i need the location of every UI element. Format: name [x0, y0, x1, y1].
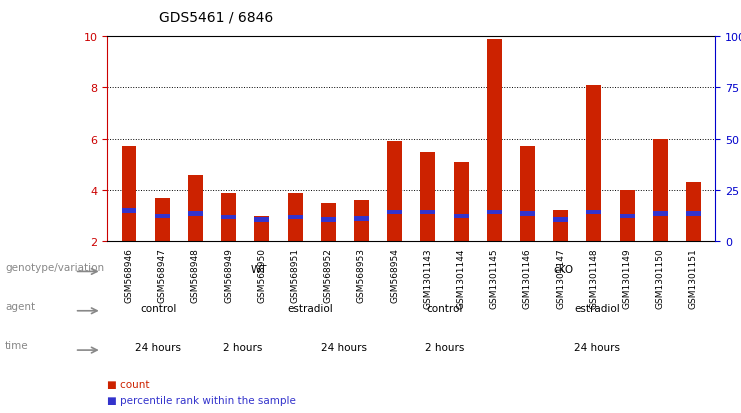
Bar — [453, 214, 468, 218]
Bar — [221, 215, 236, 220]
Text: 2 hours: 2 hours — [223, 342, 262, 352]
Bar — [221, 193, 236, 242]
Text: estradiol: estradiol — [574, 303, 619, 313]
Bar — [188, 211, 203, 216]
Bar — [321, 203, 336, 242]
Bar — [487, 210, 502, 215]
Text: genotype/variation: genotype/variation — [5, 262, 104, 272]
Bar — [686, 211, 701, 216]
Text: control: control — [140, 303, 176, 313]
Text: agent: agent — [5, 301, 36, 311]
Text: 24 hours: 24 hours — [135, 342, 181, 352]
Bar — [354, 216, 369, 221]
Text: 2 hours: 2 hours — [425, 342, 465, 352]
Text: 24 hours: 24 hours — [574, 342, 620, 352]
Text: time: time — [5, 341, 29, 351]
Text: ■ percentile rank within the sample: ■ percentile rank within the sample — [107, 395, 296, 405]
Bar — [321, 218, 336, 223]
Text: ■ count: ■ count — [107, 379, 150, 389]
Bar — [586, 210, 602, 215]
Bar — [288, 193, 302, 242]
Bar — [554, 218, 568, 223]
Text: 24 hours: 24 hours — [321, 342, 367, 352]
Bar — [653, 140, 668, 242]
Bar — [487, 40, 502, 242]
Bar — [554, 211, 568, 242]
Bar — [288, 215, 302, 220]
Bar — [388, 210, 402, 215]
Bar — [388, 142, 402, 242]
Bar — [520, 147, 535, 242]
Text: WT: WT — [251, 264, 268, 274]
Text: estradiol: estradiol — [287, 303, 333, 313]
Bar — [254, 216, 269, 242]
Bar — [586, 86, 602, 242]
Bar — [122, 147, 136, 242]
Text: cKO: cKO — [553, 264, 574, 274]
Bar — [653, 211, 668, 216]
Bar — [520, 211, 535, 216]
Bar — [254, 218, 269, 223]
Bar — [188, 175, 203, 242]
Bar — [686, 183, 701, 242]
Bar — [155, 198, 170, 242]
Bar — [122, 209, 136, 214]
Bar — [155, 214, 170, 218]
Bar — [453, 162, 468, 242]
Bar — [420, 210, 435, 215]
Bar — [354, 201, 369, 242]
Bar — [420, 152, 435, 242]
Text: control: control — [427, 303, 463, 313]
Bar — [619, 190, 634, 242]
Bar — [619, 214, 634, 218]
Text: GDS5461 / 6846: GDS5461 / 6846 — [159, 10, 273, 24]
